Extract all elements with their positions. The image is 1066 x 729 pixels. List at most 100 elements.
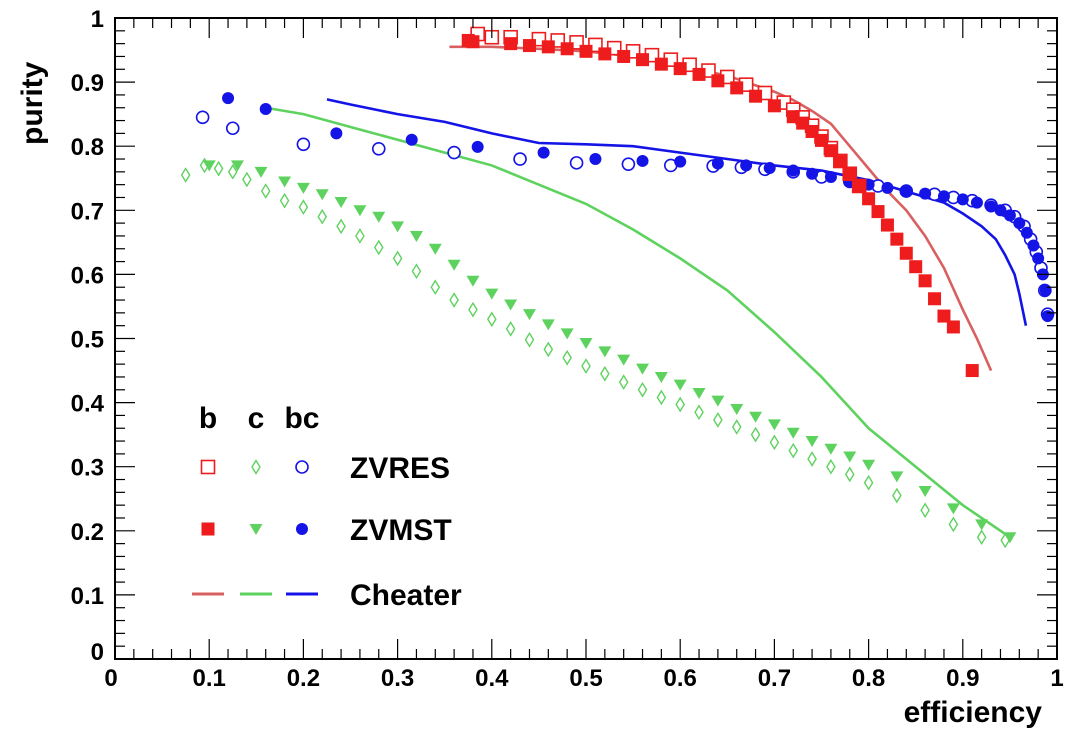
data-point [569, 156, 584, 170]
data-point [937, 190, 950, 203]
data-point [711, 395, 725, 407]
data-point [524, 331, 535, 348]
data-point [692, 387, 706, 399]
data-point [315, 189, 329, 201]
data-point [202, 160, 216, 172]
data-point [391, 221, 405, 233]
series-c-zvmst [202, 160, 1017, 544]
data-point [260, 183, 271, 199]
legend-marker-c [251, 459, 261, 475]
data-point [900, 185, 913, 198]
x-axis: 0 0.1 0.2 0.3 0.4 0.5 0.6 0.7 0.8 0.9 1 [104, 18, 1064, 692]
data-point [965, 364, 979, 378]
legend-label-cheater: Cheater [350, 579, 462, 612]
data-point [928, 292, 942, 306]
data-point [920, 502, 930, 519]
series-line [326, 98, 1028, 326]
x-tick-label: 0.8 [852, 665, 885, 692]
y-tick-label: 0.8 [71, 134, 104, 161]
data-point [541, 319, 555, 331]
series-line [265, 106, 1011, 539]
data-point [579, 337, 593, 349]
data-point [1013, 217, 1026, 230]
data-point [334, 196, 348, 208]
y-axis: 0 0.1 0.2 0.3 0.4 0.5 0.6 0.7 0.8 0.9 1 [71, 6, 1057, 666]
data-point [1041, 310, 1054, 323]
data-point [749, 411, 763, 423]
data-point [675, 396, 686, 413]
data-point [750, 426, 761, 443]
data-point [466, 275, 480, 287]
legend-marker-bc [295, 460, 309, 474]
data-point [430, 279, 441, 296]
data-point [787, 164, 800, 177]
x-tick-label: 0.2 [287, 665, 320, 692]
data-point [731, 419, 742, 435]
data-point [560, 328, 574, 340]
data-point [428, 243, 442, 255]
data-point [222, 92, 235, 105]
data-point [225, 121, 240, 136]
data-point [692, 67, 706, 81]
data-point [654, 371, 668, 383]
data-point [581, 358, 591, 374]
data-point [871, 205, 885, 219]
data-point [881, 181, 894, 194]
data-point [711, 74, 725, 88]
data-point [767, 99, 781, 113]
data-point [227, 164, 238, 180]
data-point [353, 205, 367, 217]
data-point [826, 458, 836, 475]
data-point [824, 170, 837, 183]
data-point [946, 320, 960, 334]
series-bc-zvmst [222, 92, 1054, 323]
data-point [970, 196, 983, 209]
data-point [730, 81, 744, 95]
data-point [195, 110, 210, 125]
x-axis-title: efficiency [904, 696, 1043, 729]
data-point [975, 519, 989, 531]
x-tick-label: 0.6 [664, 665, 697, 692]
data-point [711, 157, 724, 170]
data-point [242, 171, 252, 188]
data-point [807, 451, 817, 467]
data-point [522, 39, 536, 53]
data-point [694, 404, 704, 421]
data-point [899, 246, 913, 260]
data-point [918, 486, 932, 498]
data-point [806, 167, 819, 180]
data-point [485, 288, 499, 300]
data-point [373, 239, 384, 256]
data-point [317, 208, 328, 225]
data-point [833, 155, 847, 169]
data-point [486, 311, 497, 328]
data-point [278, 176, 292, 188]
data-point [589, 153, 602, 166]
data-point [890, 232, 904, 246]
data-point [296, 182, 310, 194]
legend-marker-c [249, 524, 263, 535]
data-point [862, 192, 876, 206]
series-c-zvres [180, 157, 1011, 549]
legend-label-zvres: ZVRES [350, 452, 450, 485]
data-point [213, 160, 224, 177]
data-point [786, 427, 800, 439]
series-c-cheater [265, 106, 1011, 539]
data-point [560, 42, 574, 56]
y-tick-label: 1 [91, 6, 104, 33]
plot-marks [180, 26, 1055, 549]
data-point [621, 157, 636, 171]
data-point [976, 529, 987, 546]
data-point [956, 193, 969, 206]
data-point [618, 374, 629, 390]
legend-column-c: c [248, 402, 265, 435]
y-tick-label: 0.2 [71, 519, 104, 546]
data-point [1003, 532, 1017, 544]
data-point [513, 152, 527, 166]
data-point [468, 301, 478, 318]
data-point [537, 146, 550, 159]
data-point [541, 40, 555, 54]
data-point [985, 200, 998, 213]
data-point [447, 259, 461, 271]
